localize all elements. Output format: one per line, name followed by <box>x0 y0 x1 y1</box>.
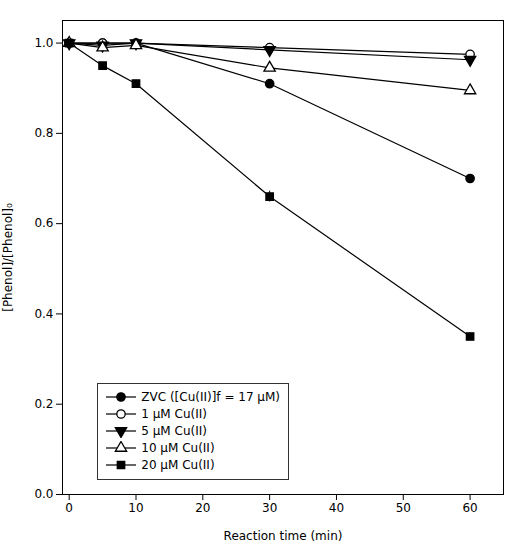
svg-text:40: 40 <box>329 501 344 515</box>
svg-text:0.6: 0.6 <box>34 216 53 230</box>
svg-text:0.4: 0.4 <box>34 307 53 321</box>
html-text:20 μM Cu(II): 20 μM Cu(II) <box>141 458 215 473</box>
svg-text:0.2: 0.2 <box>34 397 53 411</box>
svg-text:1.0: 1.0 <box>34 36 53 50</box>
svg-text:[Phenol]/[Phenol]₀: [Phenol]/[Phenol]₀ <box>1 203 15 312</box>
svg-text:20: 20 <box>195 501 210 515</box>
html-text:1 μM Cu(II): 1 μM Cu(II) <box>141 407 207 422</box>
svg-text:0: 0 <box>65 501 73 515</box>
svg-text:60: 60 <box>462 501 477 515</box>
html-text:ZVC ([Cu(II)]f = 17 μM): ZVC ([Cu(II)]f = 17 μM) <box>141 390 280 405</box>
svg-text:0.8: 0.8 <box>34 126 53 140</box>
svg-text:Reaction time (min): Reaction time (min) <box>224 529 343 542</box>
svg-text:0.0: 0.0 <box>34 487 53 501</box>
svg-text:30: 30 <box>262 501 277 515</box>
html-text:10 μM Cu(II): 10 μM Cu(II) <box>141 441 215 456</box>
svg-text:10: 10 <box>128 501 143 515</box>
svg-text:50: 50 <box>396 501 411 515</box>
html-text:5 μM Cu(II): 5 μM Cu(II) <box>141 424 207 439</box>
